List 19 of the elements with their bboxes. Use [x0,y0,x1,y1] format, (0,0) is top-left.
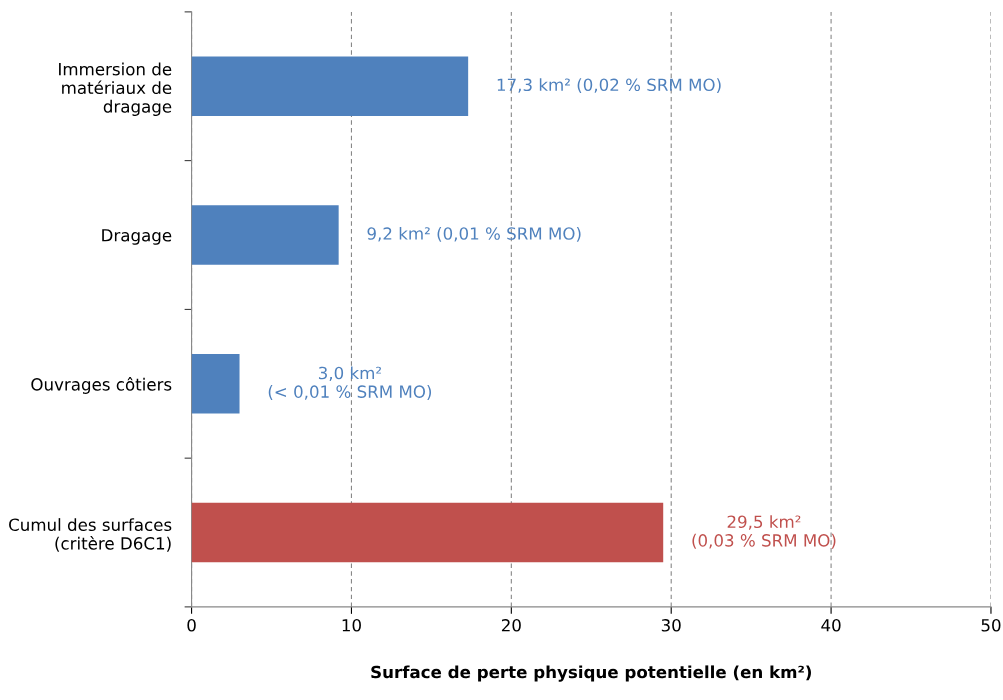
bar [191,502,664,563]
x-tick-label: 30 [661,619,681,632]
data-label: 3,0 km² (< 0,01 % SRM MO) [268,366,432,400]
data-label: 29,5 km² (0,03 % SRM MO) [692,515,836,549]
x-tick-label: 50 [981,619,1001,632]
data-label: 9,2 km² (0,01 % SRM MO) [367,226,581,242]
x-tick-label: 40 [821,619,841,632]
y-tick-label: Ouvrages côtiers [31,377,172,394]
y-tick-label: Immersion de matériaux de dragage [59,62,172,116]
bar [191,205,339,265]
x-axis-title: Surface de perte physique potentielle (en km²) [371,665,811,682]
bar [191,56,469,117]
bar [191,354,240,414]
y-tick-label: Dragage [102,229,172,245]
y-tick-label: Cumul des surfaces (critère D6C1) [9,518,172,552]
x-tick-label: 0 [187,619,196,632]
x-tick-label: 10 [342,619,361,632]
x-tick-label: 20 [501,619,521,632]
data-label: 17,3 km² (0,02 % SRM MO) [497,78,721,94]
